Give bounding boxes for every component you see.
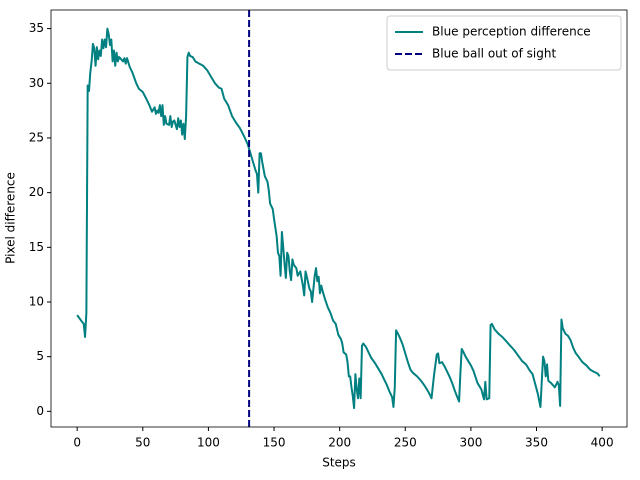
legend-label: Blue perception difference xyxy=(432,25,591,39)
x-tick-label: 150 xyxy=(263,436,286,450)
y-axis-label: Pixel difference xyxy=(4,172,18,264)
x-tick-label: 350 xyxy=(525,436,548,450)
y-tick-label: 15 xyxy=(29,240,44,254)
x-tick-label: 100 xyxy=(197,436,220,450)
y-tick-label: 25 xyxy=(29,130,44,144)
y-tick-label: 10 xyxy=(29,294,44,308)
x-axis-label: Steps xyxy=(322,456,356,470)
y-tick-label: 20 xyxy=(29,185,44,199)
x-tick-label: 250 xyxy=(394,436,417,450)
x-tick-label: 300 xyxy=(459,436,482,450)
data-line xyxy=(76,27,601,410)
y-tick-label: 30 xyxy=(29,76,44,90)
legend-box xyxy=(386,15,622,71)
y-tick-label: 5 xyxy=(36,349,44,363)
plot-frame xyxy=(50,9,628,428)
legend-label: Blue ball out of sight xyxy=(432,47,556,61)
x-tick-label: 0 xyxy=(73,436,81,450)
x-tick-label: 200 xyxy=(328,436,351,450)
x-tick-label: 400 xyxy=(591,436,614,450)
x-tick-label: 50 xyxy=(135,436,150,450)
y-tick-label: 35 xyxy=(29,21,44,35)
y-tick-label: 0 xyxy=(36,404,44,418)
